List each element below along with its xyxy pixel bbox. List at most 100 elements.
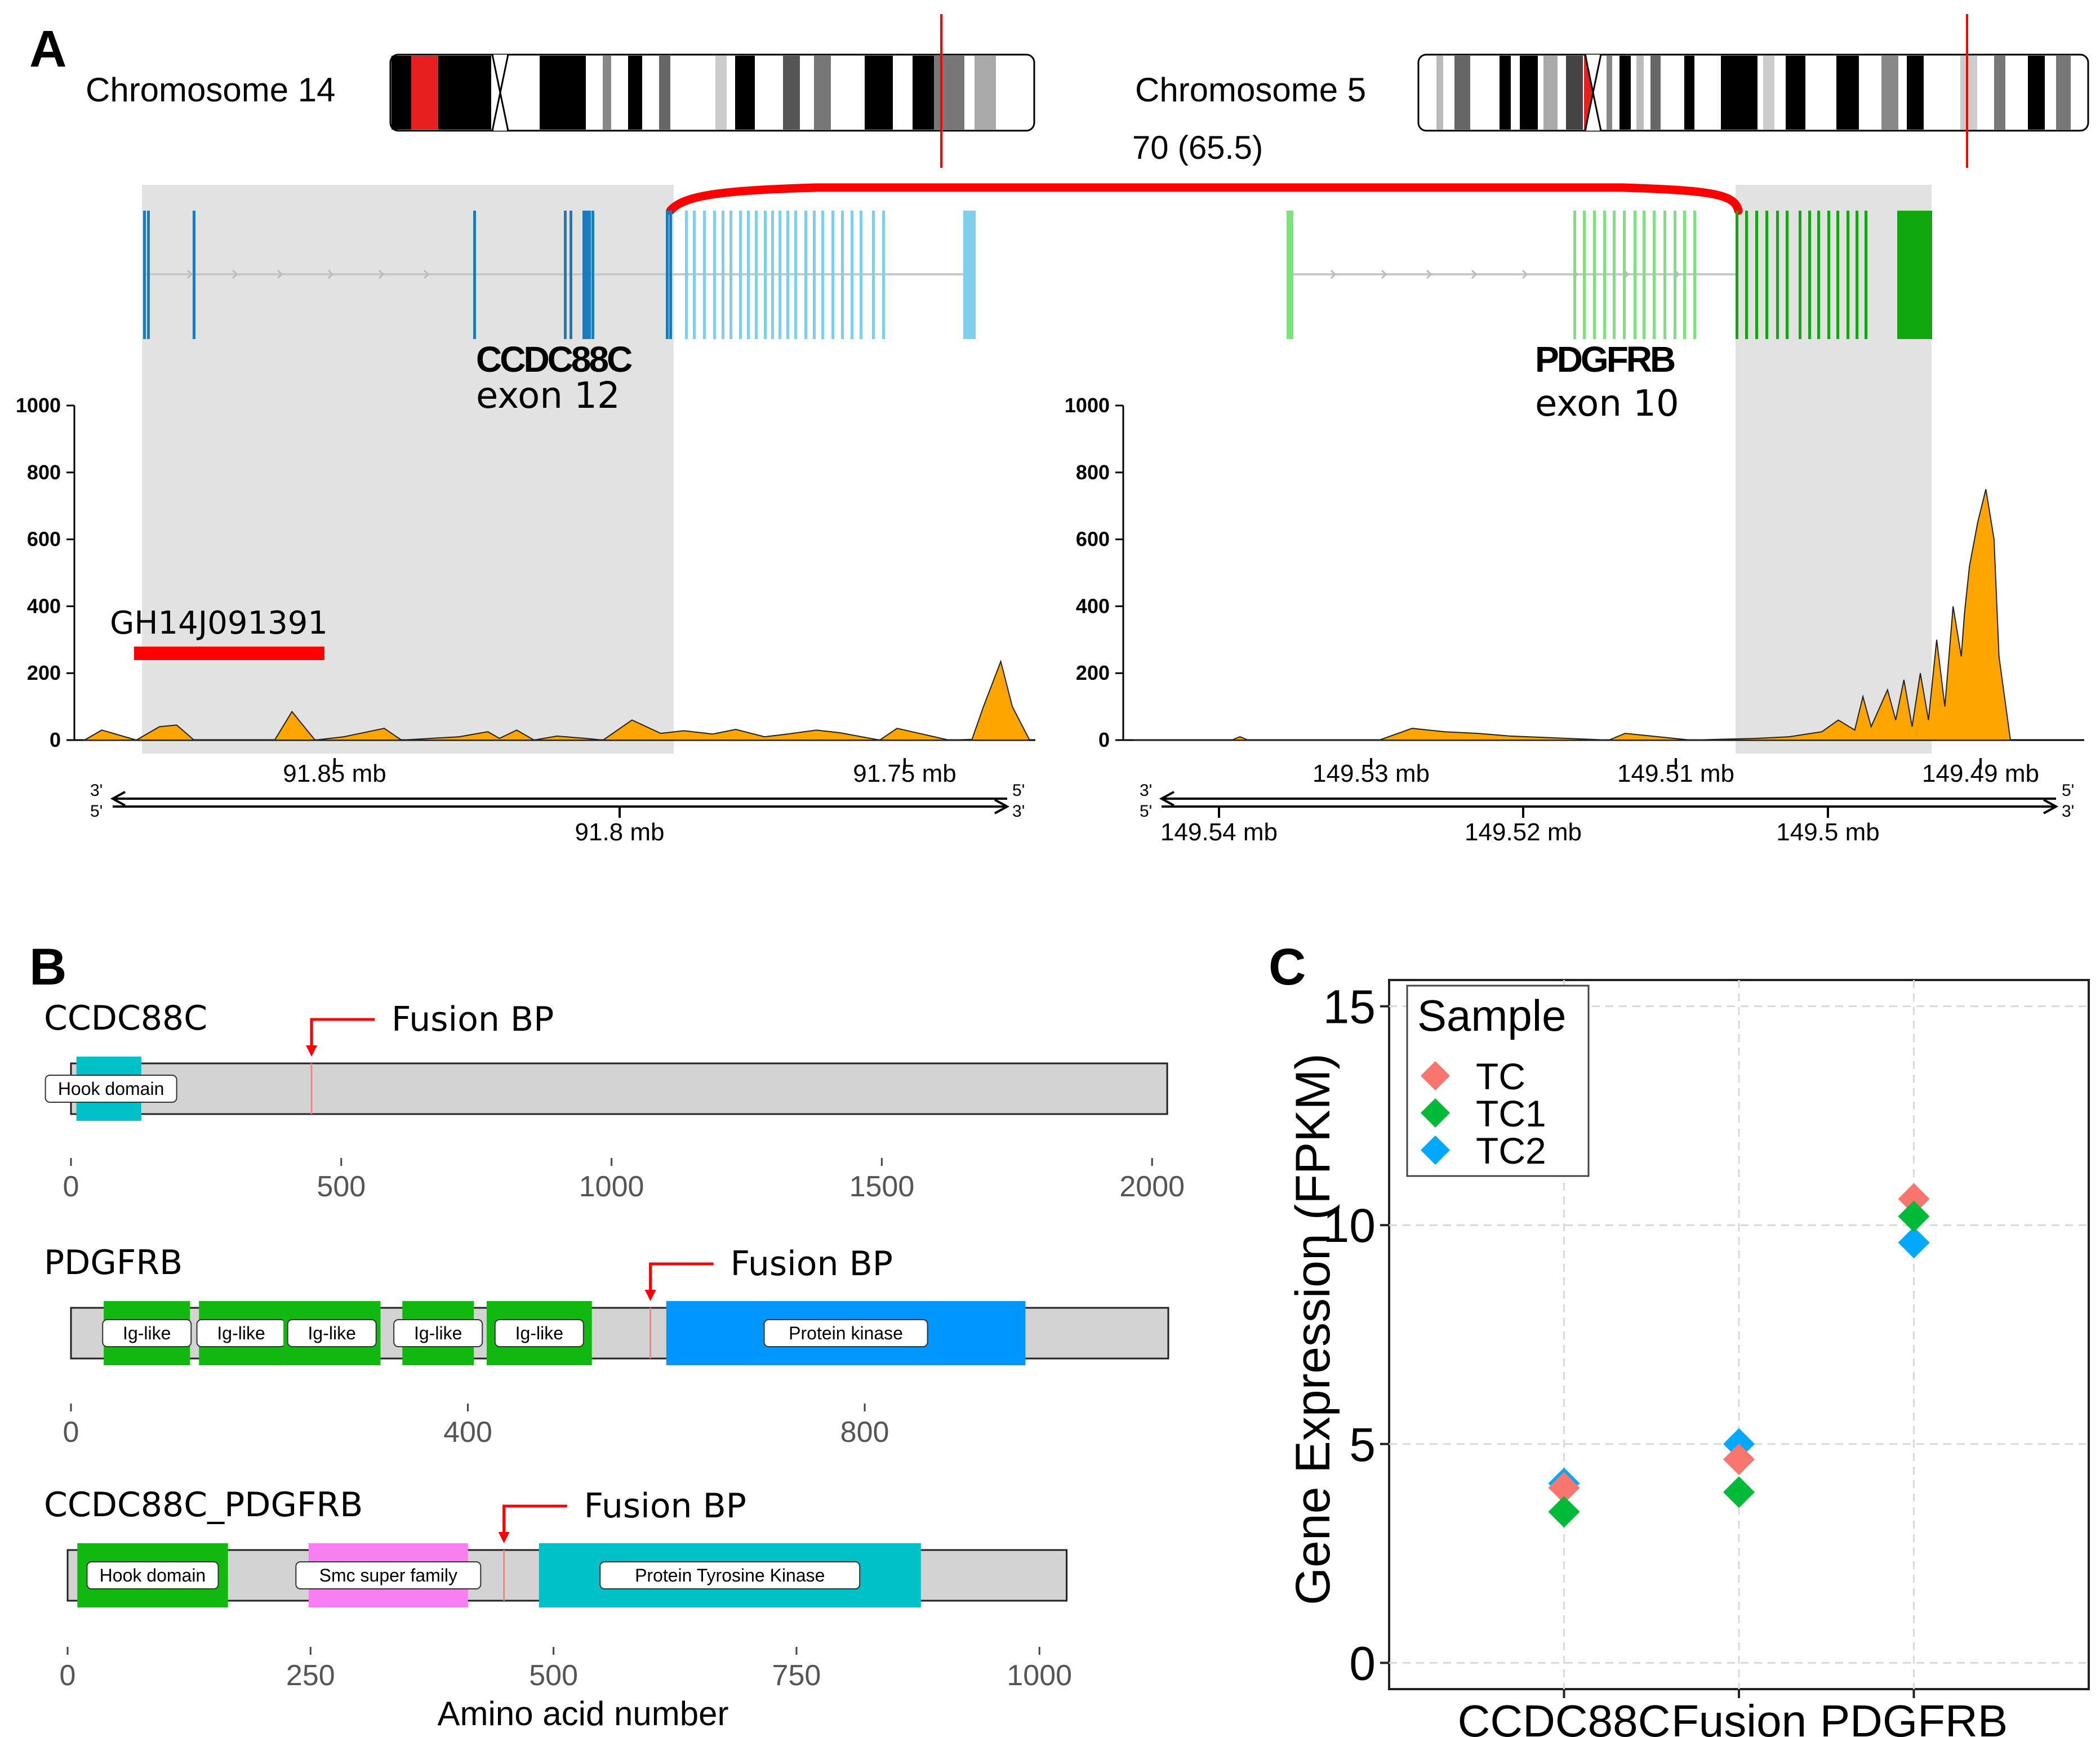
ideogram-centromere-top bbox=[493, 55, 507, 93]
pdgfrb-exon-label: exon 10 bbox=[1535, 383, 1679, 425]
left-strand-5prime-top: 5' bbox=[1012, 781, 1025, 800]
scatter-point-tc1 bbox=[1723, 1476, 1755, 1508]
ideogram-band bbox=[1620, 56, 1631, 130]
ideogram-band bbox=[659, 56, 670, 130]
protein-axis-tick-label: 250 bbox=[286, 1659, 335, 1692]
chromosome-5-label: Chromosome 5 bbox=[1135, 71, 1366, 109]
right-axis-tick-bottom-2: 149.52 mb bbox=[1465, 818, 1582, 846]
legend-swatch bbox=[1421, 1098, 1450, 1128]
legend-swatch bbox=[1421, 1135, 1450, 1165]
ccdc88c-exon bbox=[813, 211, 816, 339]
domain-label-box bbox=[287, 1319, 377, 1347]
coverage-y-tick-label: 200 bbox=[27, 661, 61, 684]
pdgfrb-exon bbox=[1865, 211, 1867, 339]
ccdc88c-gene-name: CCDC88C bbox=[476, 339, 632, 380]
fusion-read-count: 70 (65.5) bbox=[1132, 130, 1263, 166]
domain-label: Protein kinase bbox=[789, 1323, 903, 1343]
ccdc88c-exon bbox=[771, 211, 774, 339]
protein-title: PDGFRB bbox=[44, 1243, 183, 1282]
ideogram-centromere-bottom bbox=[1586, 92, 1600, 131]
pdgfrb-exon bbox=[1634, 211, 1636, 339]
domain-label: Ig-like bbox=[308, 1323, 356, 1343]
right-strand-3prime-bottom: 3' bbox=[2062, 802, 2074, 821]
protein-axis-tick-label: 1000 bbox=[1007, 1659, 1072, 1692]
ideogram-band bbox=[391, 56, 411, 130]
ccdc88c-exon bbox=[831, 211, 834, 339]
y-axis-tick-label: 15 bbox=[1323, 981, 1376, 1034]
ccdc88c-exon bbox=[143, 211, 146, 339]
ideogram-band bbox=[603, 56, 611, 130]
pdgfrb-exon bbox=[1856, 211, 1858, 339]
left-strand-3prime-bottom: 3' bbox=[1012, 802, 1025, 821]
right-strand-3prime-top: 3' bbox=[1140, 781, 1152, 800]
ccdc88c-exon bbox=[669, 211, 672, 339]
y-axis-tick-label: 5 bbox=[1349, 1418, 1376, 1471]
ideogram-band bbox=[1543, 56, 1558, 130]
right-axis-tick-top-2: 149.51 mb bbox=[1617, 760, 1734, 787]
pdgfrb-exon bbox=[1836, 211, 1839, 339]
ideogram-band bbox=[814, 56, 831, 130]
ideogram-band bbox=[1960, 56, 1977, 130]
pdgfrb-exon bbox=[1765, 211, 1768, 339]
domain-label: Ig-like bbox=[515, 1323, 563, 1343]
legend-swatch bbox=[1421, 1061, 1450, 1090]
fusion-bp-label: Fusion BP bbox=[584, 1486, 746, 1526]
strand-arrow bbox=[1330, 269, 1337, 279]
coverage-area bbox=[82, 660, 1031, 741]
ideogram-band bbox=[540, 56, 586, 130]
pdgfrb-exon bbox=[1693, 211, 1696, 339]
strand-arrow bbox=[378, 269, 385, 279]
pdgfrb-exon bbox=[1287, 211, 1293, 339]
pdgfrb-exon bbox=[1653, 211, 1656, 339]
ideogram-band bbox=[1566, 56, 1583, 130]
ccdc88c-exon bbox=[570, 211, 572, 339]
ideogram-band bbox=[1454, 56, 1470, 130]
pdgfrb-exon bbox=[1674, 211, 1676, 339]
ccdc88c-exon bbox=[794, 211, 797, 339]
fusion-bp-label: Fusion BP bbox=[731, 1244, 893, 1284]
pdgfrb-exon bbox=[1683, 211, 1686, 339]
ccdc88c-exon bbox=[778, 211, 781, 339]
domain-label: Smc super family bbox=[319, 1565, 457, 1585]
pdgfrb-exon bbox=[1613, 211, 1616, 339]
domain-label-box bbox=[86, 1561, 219, 1589]
ideogram-band bbox=[2028, 56, 2045, 130]
scatter-point-tc1 bbox=[1898, 1200, 1930, 1232]
domain-label-box bbox=[45, 1075, 177, 1103]
fusion-bp-label: Fusion BP bbox=[391, 1000, 554, 1039]
domain-label-box bbox=[102, 1319, 192, 1347]
ccdc88c-exon-label: exon 12 bbox=[476, 375, 620, 417]
pdgfrb-exon bbox=[1643, 211, 1645, 339]
strand-arrow bbox=[423, 269, 430, 279]
pdgfrb-exon bbox=[1897, 211, 1932, 339]
pdgfrb-exon bbox=[1827, 211, 1830, 339]
ideogram-band bbox=[1650, 56, 1661, 130]
ideogram-centromere-top bbox=[1586, 55, 1600, 93]
ccdc88c-exon bbox=[764, 211, 767, 339]
panel-label-a: A bbox=[29, 20, 66, 78]
ccdc88c-exon bbox=[747, 211, 750, 339]
ccdc88c-exon bbox=[872, 211, 875, 339]
ideogram-band bbox=[975, 56, 996, 130]
coverage-y-tick-label: 1000 bbox=[1065, 394, 1110, 417]
domain-label: Protein Tyrosine Kinase bbox=[635, 1565, 825, 1585]
pdgfrb-exon bbox=[1583, 211, 1586, 339]
protein-axis-tick-label: 500 bbox=[317, 1170, 366, 1203]
scatter-point-tc1 bbox=[1548, 1496, 1580, 1528]
strand-arrow bbox=[327, 269, 334, 279]
protein-backbone bbox=[70, 1062, 1168, 1115]
ideogram-band bbox=[1607, 56, 1612, 130]
breakpoint-arrowhead bbox=[306, 1045, 318, 1057]
strand-arrow bbox=[232, 269, 238, 279]
ideogram-band bbox=[1907, 56, 1924, 130]
ccdc88c-exon bbox=[703, 211, 706, 339]
ideogram-band bbox=[913, 56, 934, 130]
protein-axis-tick-label: 750 bbox=[772, 1659, 821, 1692]
pdgfrb-exon bbox=[1776, 211, 1779, 339]
protein-axis-tick-label: 0 bbox=[63, 1170, 79, 1203]
left-strand-5prime-bottom: 5' bbox=[90, 802, 103, 821]
scatter-point-tc bbox=[1548, 1472, 1580, 1504]
coverage-area bbox=[1133, 489, 2011, 741]
